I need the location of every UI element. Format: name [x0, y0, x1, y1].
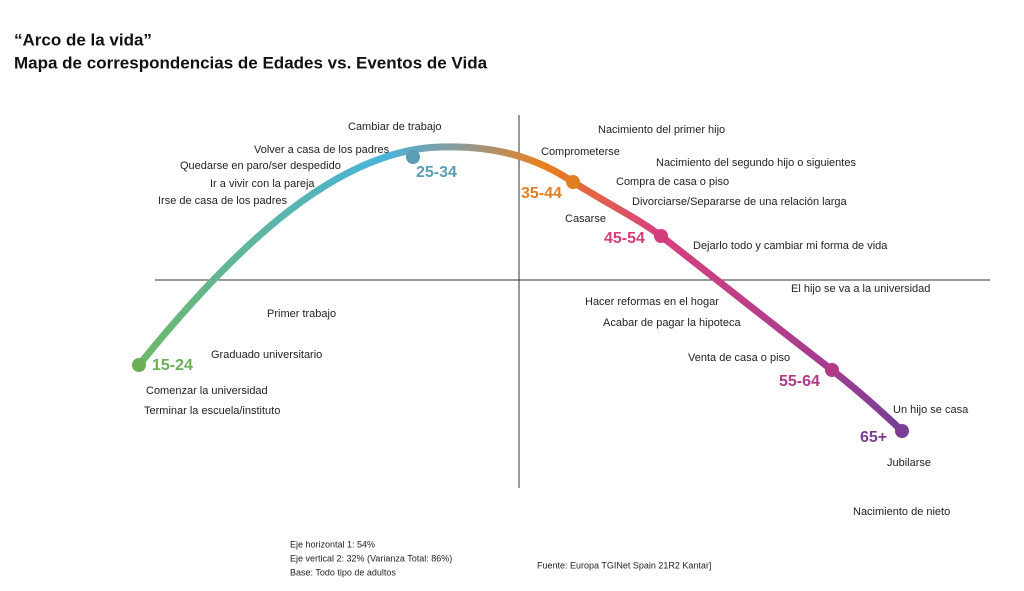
event-label: Acabar de pagar la hipoteca — [603, 317, 741, 329]
event-label: Primer trabajo — [267, 308, 336, 320]
labels: 15-24 25-34 35-44 45-54 55-64 65+ Cambiar de t… — [132, 121, 969, 577]
event-label: Irse de casa de los padres — [158, 195, 288, 207]
event-label: Comprometerse — [541, 146, 620, 158]
event-label: Hacer reformas en el hogar — [585, 296, 719, 308]
event-label: Nacimiento de nieto — [853, 506, 950, 518]
event-label: El hijo se va a la universidad — [791, 283, 930, 295]
age-label: 55-64 — [779, 373, 820, 390]
event-label: Nacimiento del primer hijo — [598, 124, 725, 136]
event-label: Quedarse en paro/ser despedido — [180, 160, 341, 172]
subtitle: Mapa de correspondencias de Edades vs. E… — [14, 53, 488, 72]
footnote: Eje horizontal 1: 54% — [290, 539, 375, 549]
event-label: Un hijo se casa — [893, 404, 969, 416]
event-label: Graduado universitario — [211, 349, 322, 361]
age-node — [654, 229, 668, 243]
age-label: 45-54 — [604, 230, 645, 247]
event-label: Nacimiento del segundo hijo o siguientes — [656, 157, 856, 169]
age-node — [895, 424, 909, 438]
age-label: 35-44 — [521, 185, 562, 202]
event-label: Terminar la escuela/instituto — [144, 405, 280, 417]
event-label: Ir a vivir con la pareja — [210, 178, 315, 190]
footnote: Eje vertical 2: 32% (Varianza Total: 86%… — [290, 553, 452, 563]
age-label: 15-24 — [152, 357, 193, 374]
event-label: Divorciarse/Separarse de una relación la… — [632, 196, 847, 208]
age-label: 25-34 — [416, 164, 457, 181]
age-node — [566, 175, 580, 189]
event-label: Volver a casa de los padres — [254, 144, 390, 156]
event-label: Venta de casa o piso — [688, 352, 790, 364]
footnote: Base: Todo tipo de adultos — [290, 567, 396, 577]
event-label: Comenzar la universidad — [146, 385, 268, 397]
event-label: Casarse — [565, 213, 606, 225]
age-label: 65+ — [860, 429, 887, 446]
age-node — [406, 150, 420, 164]
age-node — [825, 363, 839, 377]
event-label: Compra de casa o piso — [616, 176, 729, 188]
age-node — [132, 358, 146, 372]
event-label: Dejarlo todo y cambiar mi forma de vida — [693, 240, 888, 252]
event-label: Cambiar de trabajo — [348, 121, 442, 133]
source: Fuente: Europa TGINet Spain 21R2 Kantar] — [537, 560, 711, 570]
event-label: Jubilarse — [887, 457, 931, 469]
title: “Arco de la vida” — [14, 30, 152, 49]
